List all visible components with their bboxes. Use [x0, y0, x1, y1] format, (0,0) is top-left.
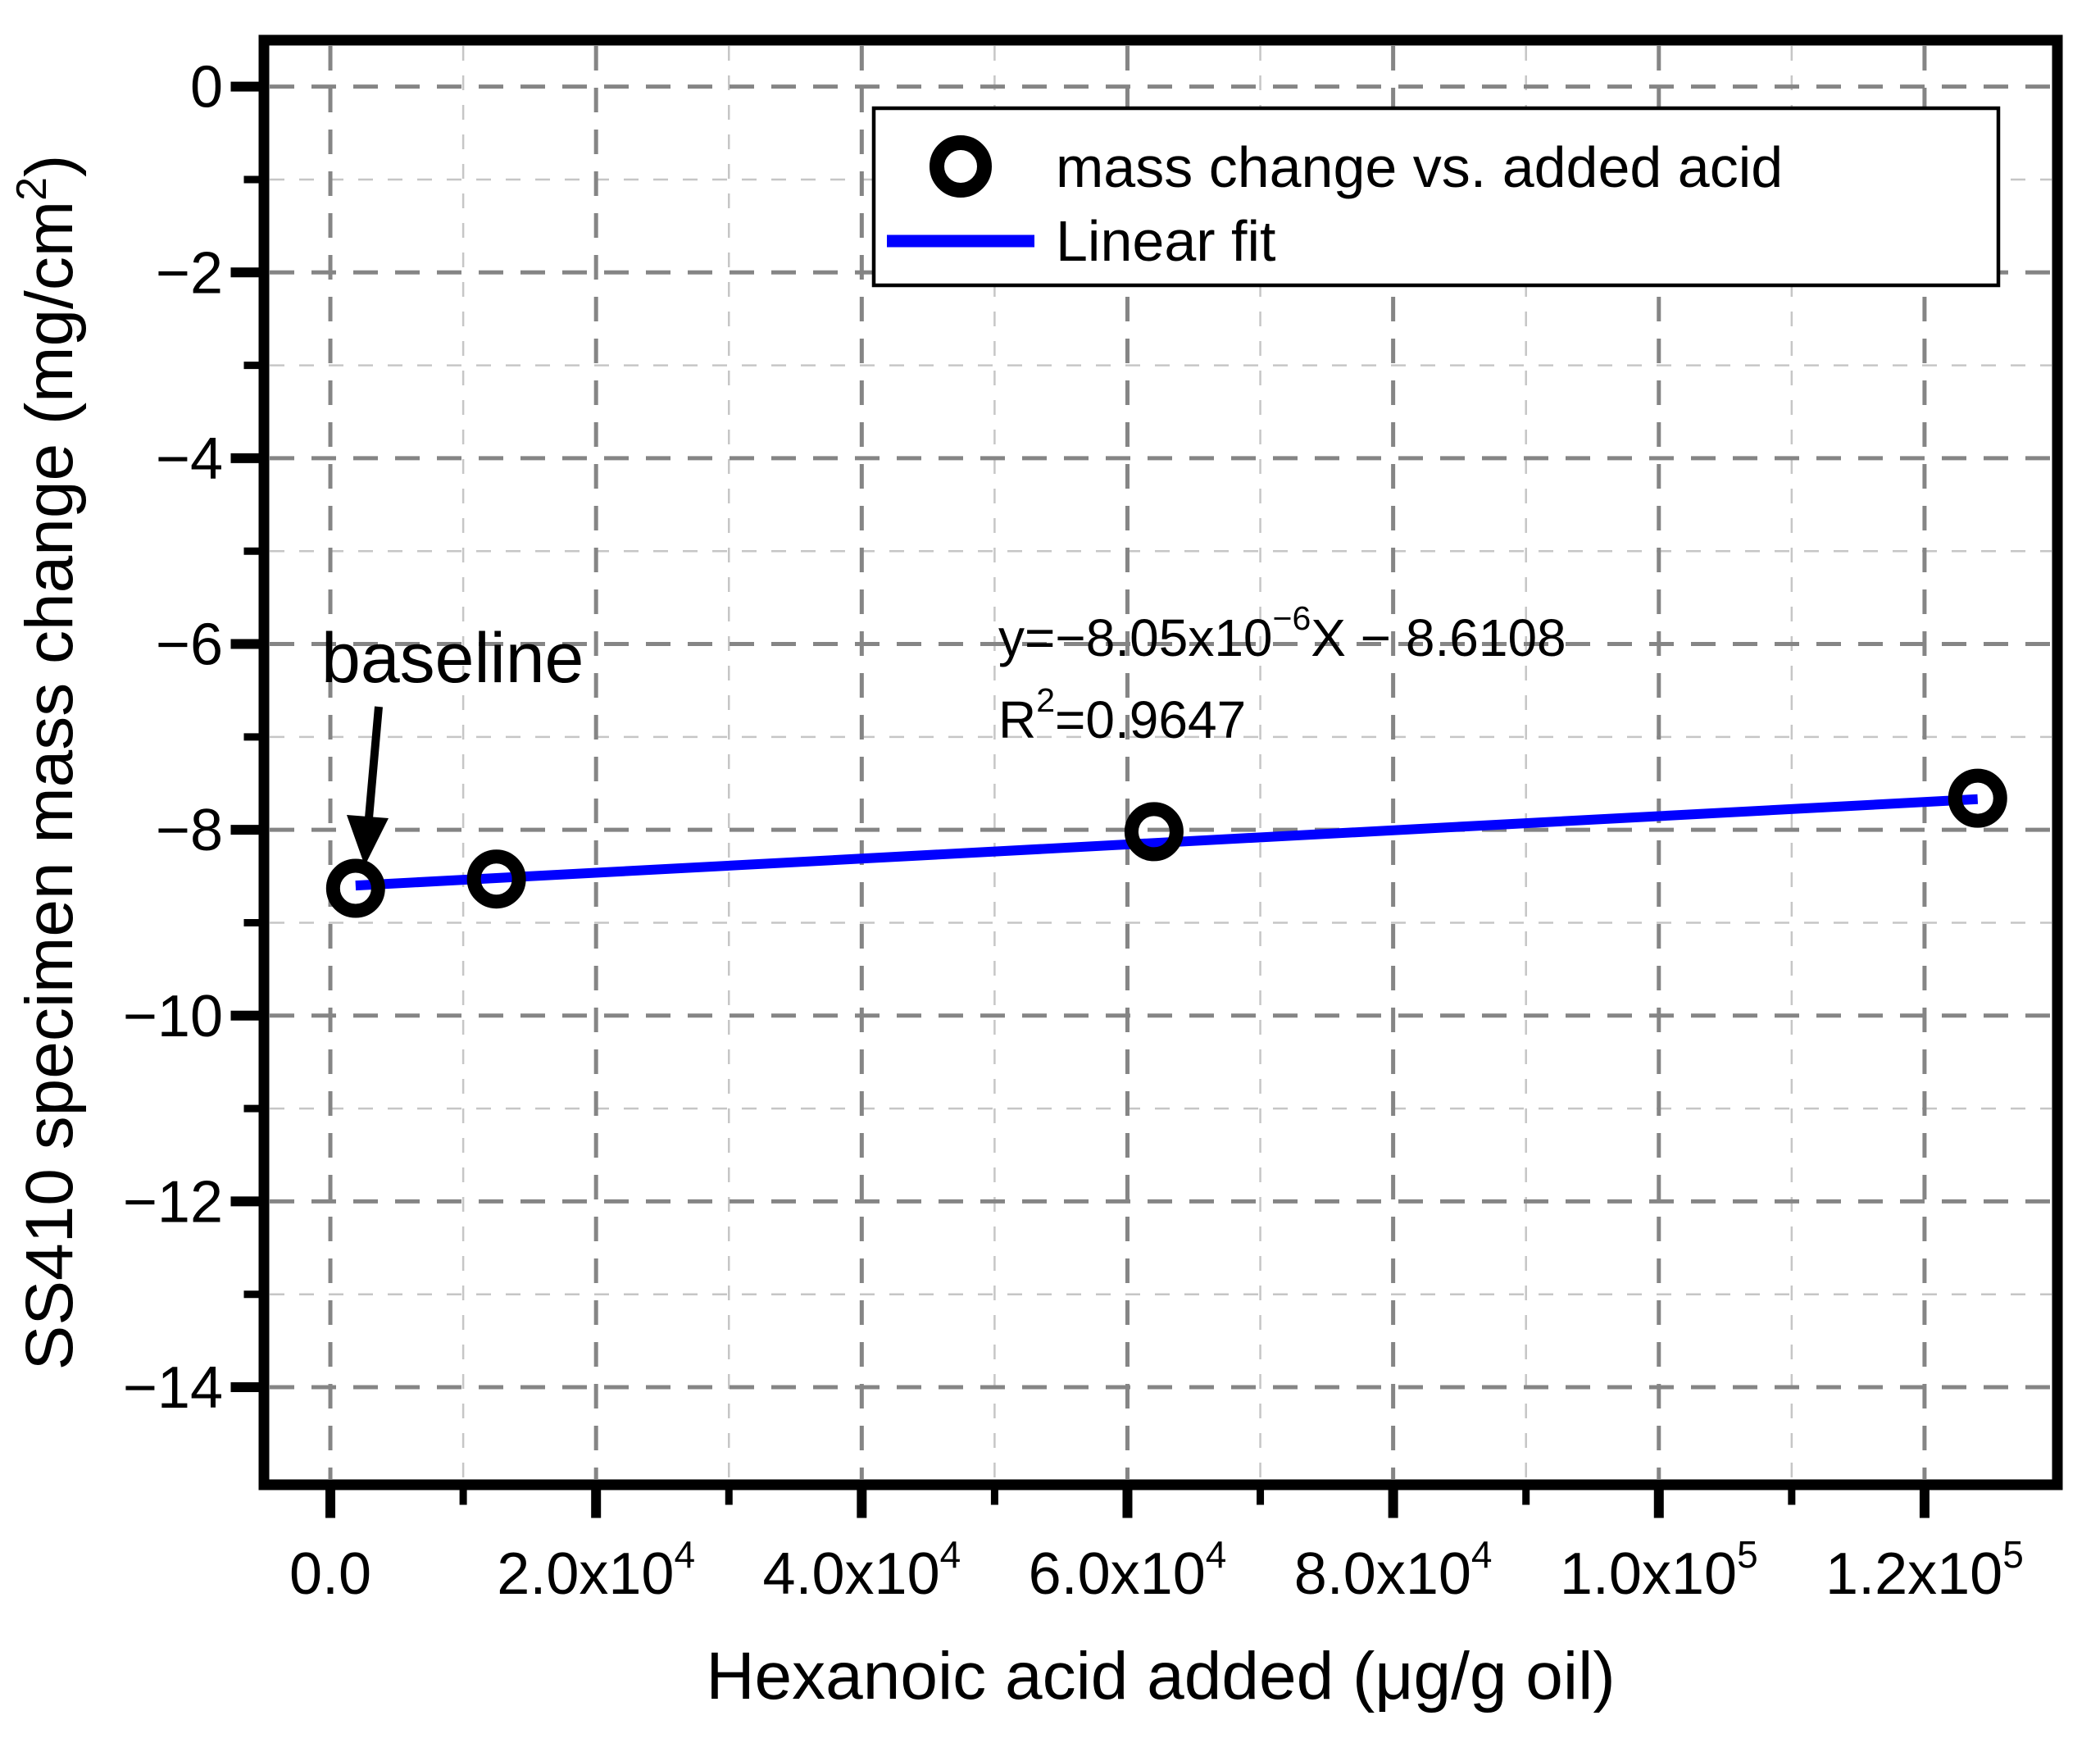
- y-axis-tick-label: −2: [156, 240, 223, 306]
- text-run: X − 8.6108: [1311, 608, 1566, 667]
- y-axis-tick-label: −12: [123, 1169, 223, 1235]
- x-axis-tick-label: 8.0x104: [1294, 1533, 1493, 1607]
- data-point-marker: [325, 858, 385, 918]
- x-axis-tick-label: 2.0x104: [497, 1533, 695, 1607]
- superscript: −6: [1273, 599, 1311, 637]
- data-point-marker: [1948, 768, 2007, 828]
- superscript: 4: [674, 1533, 695, 1576]
- text-run: 6.0x10: [1029, 1541, 1206, 1607]
- superscript: 4: [1471, 1533, 1493, 1576]
- y-axis-tick-label: −6: [156, 612, 223, 678]
- y-axis-tick-label: −14: [123, 1355, 223, 1421]
- text-run: 1.2x10: [1825, 1541, 2002, 1607]
- r-squared-text: R2=0.9647: [998, 681, 1246, 749]
- baseline-annotation-label: baseline: [321, 619, 584, 698]
- text-run: 2.0x10: [497, 1541, 674, 1607]
- superscript: 2: [1036, 681, 1055, 719]
- text-run: y=−8.05x10: [998, 608, 1273, 667]
- text-run: 8.0x10: [1294, 1541, 1471, 1607]
- x-axis-tick-label: 6.0x104: [1029, 1533, 1227, 1607]
- data-point-marker: [466, 849, 526, 909]
- x-axis-tick-label: 1.2x105: [1825, 1533, 2024, 1607]
- legend-box: [871, 106, 2001, 288]
- text-run: 1.0x10: [1560, 1541, 1737, 1607]
- superscript: 2: [8, 177, 56, 201]
- baseline-arrowhead-icon: [347, 815, 389, 866]
- y-axis-tick-label: 0: [190, 55, 223, 121]
- y-axis-tick-label: −10: [123, 984, 223, 1049]
- legend-entry-line-label: Linear fit: [1056, 209, 1275, 273]
- superscript: 4: [1206, 1533, 1227, 1576]
- text-run: 0.0: [289, 1541, 371, 1607]
- x-axis-tick-label: 0.0: [289, 1541, 371, 1607]
- y-axis-tick-label: −4: [156, 426, 223, 492]
- plot-frame: [258, 34, 2063, 1490]
- y-axis-title: SS410 specimen mass change (mg/cm2): [8, 155, 87, 1371]
- x-axis-title: Hexanoic acid added (μg/g oil): [706, 1639, 1615, 1713]
- legend-marker-icon: [930, 135, 992, 198]
- baseline-arrow-shaft: [365, 706, 383, 819]
- text-run: R: [998, 690, 1036, 749]
- text-run: 4.0x10: [762, 1541, 939, 1607]
- legend-entry-scatter-label: mass change vs. added acid: [1056, 135, 1783, 199]
- superscript: 5: [1737, 1533, 1758, 1576]
- text-run: SS410 specimen mass change (mg/cm: [12, 201, 87, 1371]
- y-axis-tick-label: −8: [156, 798, 223, 863]
- text-run: ): [12, 155, 87, 177]
- superscript: 5: [2002, 1533, 2024, 1576]
- x-axis-tick-label: 4.0x104: [762, 1533, 961, 1607]
- x-axis-tick-label: 1.0x105: [1560, 1533, 1758, 1607]
- data-point-marker: [1124, 802, 1184, 862]
- text-run: =0.9647: [1055, 690, 1246, 749]
- superscript: 4: [940, 1533, 961, 1576]
- fit-equation-text: y=−8.05x10−6X − 8.6108: [998, 599, 1566, 667]
